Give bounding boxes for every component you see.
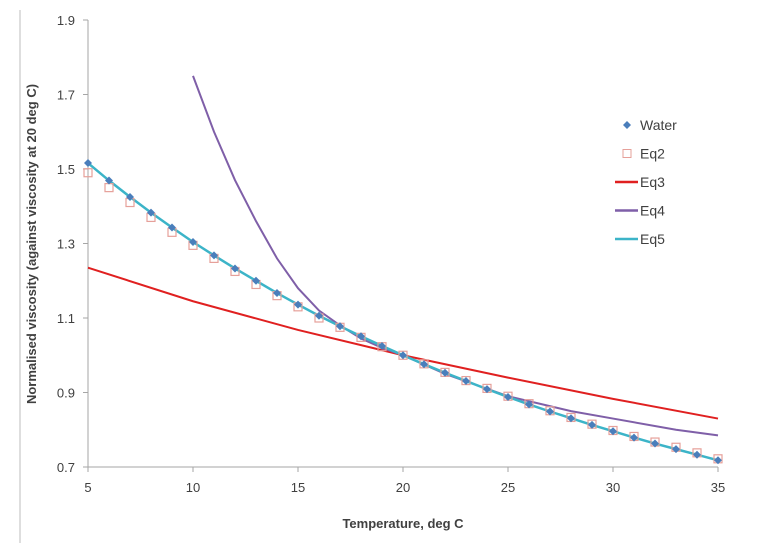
legend-item-eq2: Eq2 [622, 146, 665, 162]
data-point-water [231, 264, 239, 273]
y-tick-label: 0.9 [57, 386, 75, 401]
data-point-water [693, 450, 701, 459]
data-point-water [126, 192, 134, 201]
y-axis-label: Normalised viscosity (against viscosity … [24, 84, 39, 404]
y-tick-label: 0.7 [57, 460, 75, 475]
x-tick-label: 15 [291, 480, 305, 495]
data-point-water [294, 300, 302, 309]
legend-item-eq3: Eq3 [615, 174, 665, 190]
data-point-water [546, 407, 554, 416]
data-point-water [420, 360, 428, 369]
data-point-water [609, 427, 617, 436]
series-line-eq5 [87, 162, 719, 462]
data-point-water [525, 400, 533, 409]
data-point-water [315, 311, 323, 320]
series-eq5 [87, 162, 719, 462]
legend-label: Eq2 [640, 146, 665, 162]
legend-item-eq4: Eq4 [615, 203, 665, 219]
data-point-water [714, 456, 722, 465]
y-tick-label: 1.7 [57, 88, 75, 103]
series-water [84, 159, 722, 465]
series-line-eq3 [87, 266, 719, 420]
data-point-water [105, 176, 113, 185]
x-axis-label: Temperature, deg C [342, 516, 464, 531]
x-tick-label: 25 [501, 480, 515, 495]
data-point-water [672, 445, 680, 454]
legend-label: Eq3 [640, 174, 665, 190]
data-point-water [147, 208, 155, 217]
data-point-water [210, 251, 218, 260]
data-point-water [651, 439, 659, 448]
series-eq3 [87, 266, 719, 420]
data-point-water [483, 385, 491, 394]
data-point-eq2 [104, 183, 114, 193]
data-point-water [630, 433, 638, 442]
y-tick-label: 1.3 [57, 237, 75, 252]
data-point-eq2 [83, 168, 93, 178]
x-tick-label: 10 [186, 480, 200, 495]
data-point-water [504, 392, 512, 401]
data-point-water [462, 376, 470, 385]
data-point-water [273, 289, 281, 298]
series-eq2 [83, 168, 723, 464]
data-point-water [588, 420, 596, 429]
x-tick-label: 30 [606, 480, 620, 495]
data-point-water [189, 238, 197, 247]
y-tick-label: 1.9 [57, 13, 75, 28]
data-point-water [378, 341, 386, 350]
data-point-water [357, 332, 365, 341]
x-tick-label: 35 [711, 480, 725, 495]
legend-item-water: Water [623, 117, 677, 133]
data-point-water [441, 368, 449, 377]
data-point-water [567, 414, 575, 423]
data-point-water [399, 351, 407, 360]
legend-label: Eq4 [640, 203, 665, 219]
x-tick-label: 5 [84, 480, 91, 495]
data-point-water [168, 223, 176, 232]
x-tick-label: 20 [396, 480, 410, 495]
legend-label: Eq5 [640, 231, 665, 247]
data-point-water [336, 322, 344, 331]
legend-item-eq5: Eq5 [615, 231, 665, 247]
legend-label: Water [640, 117, 677, 133]
legend-swatch [623, 121, 631, 129]
data-point-water [252, 276, 260, 285]
y-tick-label: 1.1 [57, 311, 75, 326]
y-tick-label: 1.5 [57, 162, 75, 177]
data-point-water [84, 159, 92, 168]
legend-swatch [622, 149, 632, 158]
